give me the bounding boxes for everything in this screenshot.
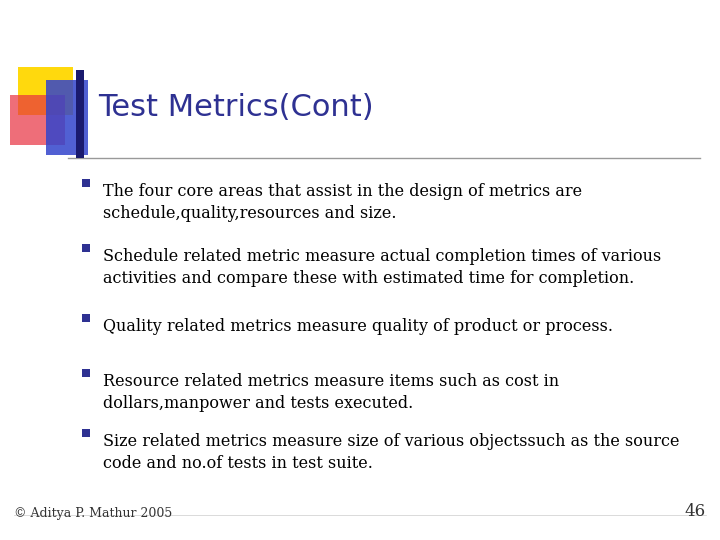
Text: Test Metrics(Cont): Test Metrics(Cont) bbox=[98, 93, 374, 123]
FancyBboxPatch shape bbox=[82, 429, 90, 437]
Text: The four core areas that assist in the design of metrics are
schedule,quality,re: The four core areas that assist in the d… bbox=[103, 183, 582, 221]
Text: Size related metrics measure size of various objectssuch as the source
code and : Size related metrics measure size of var… bbox=[103, 433, 680, 471]
FancyBboxPatch shape bbox=[76, 70, 84, 158]
Text: © Aditya P. Mathur 2005: © Aditya P. Mathur 2005 bbox=[14, 507, 172, 520]
Text: Schedule related metric measure actual completion times of various
activities an: Schedule related metric measure actual c… bbox=[103, 248, 661, 287]
FancyBboxPatch shape bbox=[82, 314, 90, 322]
FancyBboxPatch shape bbox=[46, 80, 88, 155]
Text: 46: 46 bbox=[685, 503, 706, 520]
FancyBboxPatch shape bbox=[82, 244, 90, 252]
FancyBboxPatch shape bbox=[10, 95, 65, 145]
FancyBboxPatch shape bbox=[82, 179, 90, 187]
FancyBboxPatch shape bbox=[82, 369, 90, 377]
FancyBboxPatch shape bbox=[18, 67, 73, 115]
Text: Resource related metrics measure items such as cost in
dollars,manpower and test: Resource related metrics measure items s… bbox=[103, 373, 559, 411]
Text: Quality related metrics measure quality of product or process.: Quality related metrics measure quality … bbox=[103, 318, 613, 335]
